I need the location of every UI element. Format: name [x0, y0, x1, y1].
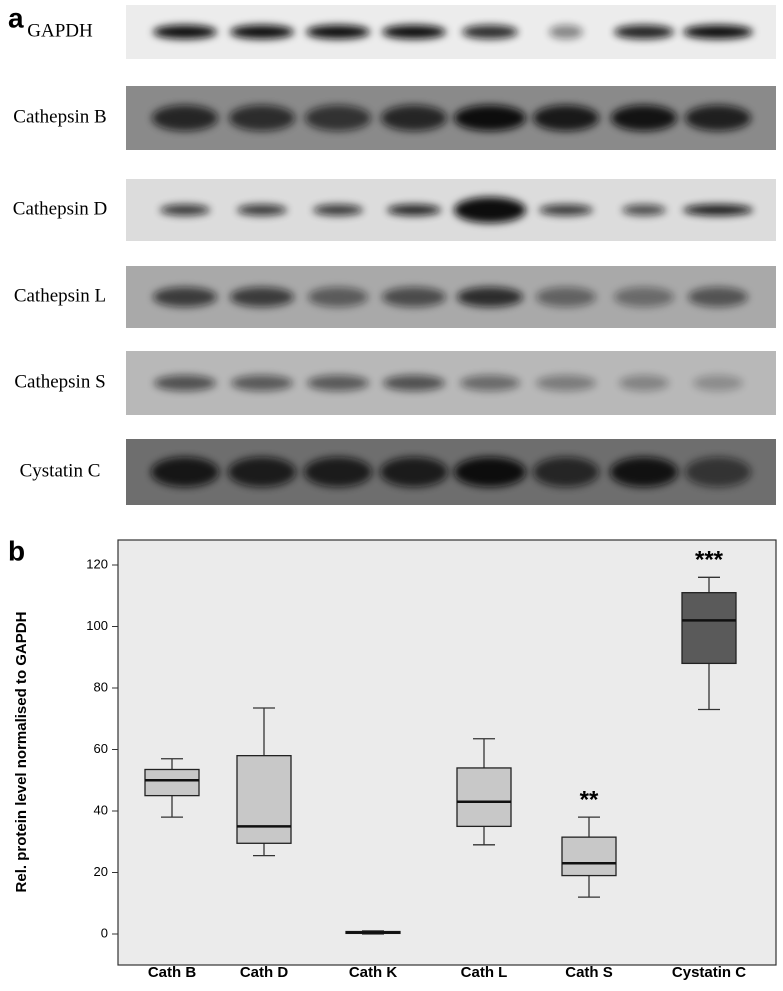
blot-band	[693, 375, 743, 391]
significance-label: ***	[695, 547, 724, 574]
blot-band	[460, 375, 520, 391]
blot-band	[237, 204, 287, 216]
blot-band	[229, 105, 295, 131]
box	[681, 592, 737, 665]
y-tick-label: 0	[101, 925, 108, 940]
blot-band	[685, 105, 751, 131]
blot-band	[153, 287, 217, 307]
blot-band	[533, 457, 599, 487]
y-axis-title: Rel. protein level normalised to GAPDH	[13, 612, 30, 893]
y-tick-label: 120	[86, 556, 108, 571]
blot-strip	[126, 5, 776, 59]
blot-band	[539, 204, 593, 216]
panel-label: a	[8, 2, 24, 33]
blot-band	[533, 105, 599, 131]
blot-band	[154, 375, 216, 391]
blot-band	[685, 457, 751, 487]
plot-area	[117, 539, 777, 966]
blot-band	[230, 25, 294, 39]
row-label: Cystatin C	[20, 460, 101, 481]
blot-band	[308, 287, 368, 307]
blot-band	[457, 287, 523, 307]
x-tick-label: Cystatin C	[672, 964, 746, 981]
box	[456, 767, 512, 828]
blot-band	[387, 204, 441, 216]
blot-band	[380, 457, 448, 487]
blot-band	[536, 375, 596, 391]
blot-strip	[126, 439, 776, 505]
blot-band	[454, 457, 526, 487]
blot-strip	[126, 86, 776, 150]
x-tick-label: Cath D	[240, 964, 289, 981]
x-tick-label: Cath K	[349, 964, 398, 981]
row-label: Cathepsin L	[14, 285, 106, 306]
blot-band	[306, 25, 370, 39]
blot-band	[152, 105, 218, 131]
blot-band	[228, 457, 296, 487]
x-tick-label: Cath S	[565, 964, 613, 981]
blot-band	[614, 287, 674, 307]
y-tick-label: 100	[86, 618, 108, 633]
blot-band	[614, 25, 674, 39]
panel-label: b	[8, 535, 25, 566]
blot-band	[160, 204, 210, 216]
blot-band	[454, 197, 526, 223]
blot-band	[307, 375, 369, 391]
blot-band	[549, 25, 583, 39]
y-tick-label: 60	[94, 741, 108, 756]
y-tick-label: 80	[94, 679, 108, 694]
significance-label: **	[580, 786, 599, 813]
blot-strip	[126, 351, 776, 415]
blot-band	[382, 287, 446, 307]
box	[561, 836, 617, 877]
blot-band	[230, 287, 294, 307]
blot-band	[683, 204, 753, 216]
blot-band	[383, 375, 445, 391]
blot-band	[462, 25, 518, 39]
blot-band	[231, 375, 293, 391]
blot-band	[454, 105, 526, 131]
y-tick-label: 40	[94, 802, 108, 817]
row-label: Cathepsin D	[13, 198, 107, 219]
box	[144, 768, 200, 797]
blot-band	[611, 105, 677, 131]
blot-strip	[126, 266, 776, 328]
y-tick-label: 20	[94, 864, 108, 879]
blot-band	[305, 105, 371, 131]
blot-band	[151, 457, 219, 487]
blot-band	[304, 457, 372, 487]
blot-band	[683, 25, 753, 39]
x-tick-label: Cath L	[461, 964, 508, 981]
blot-band	[619, 375, 669, 391]
blot-band	[313, 204, 363, 216]
blot-band	[382, 25, 446, 39]
row-label: Cathepsin S	[14, 371, 105, 392]
blot-band	[688, 287, 748, 307]
x-tick-label: Cath B	[148, 964, 197, 981]
blot-strip	[126, 179, 776, 241]
blot-band	[153, 25, 217, 39]
box	[236, 755, 292, 844]
blot-band	[622, 204, 666, 216]
row-label: GAPDH	[27, 20, 93, 41]
blot-band	[536, 287, 596, 307]
blot-band	[381, 105, 447, 131]
row-label: Cathepsin B	[13, 106, 106, 127]
blot-band	[610, 457, 678, 487]
